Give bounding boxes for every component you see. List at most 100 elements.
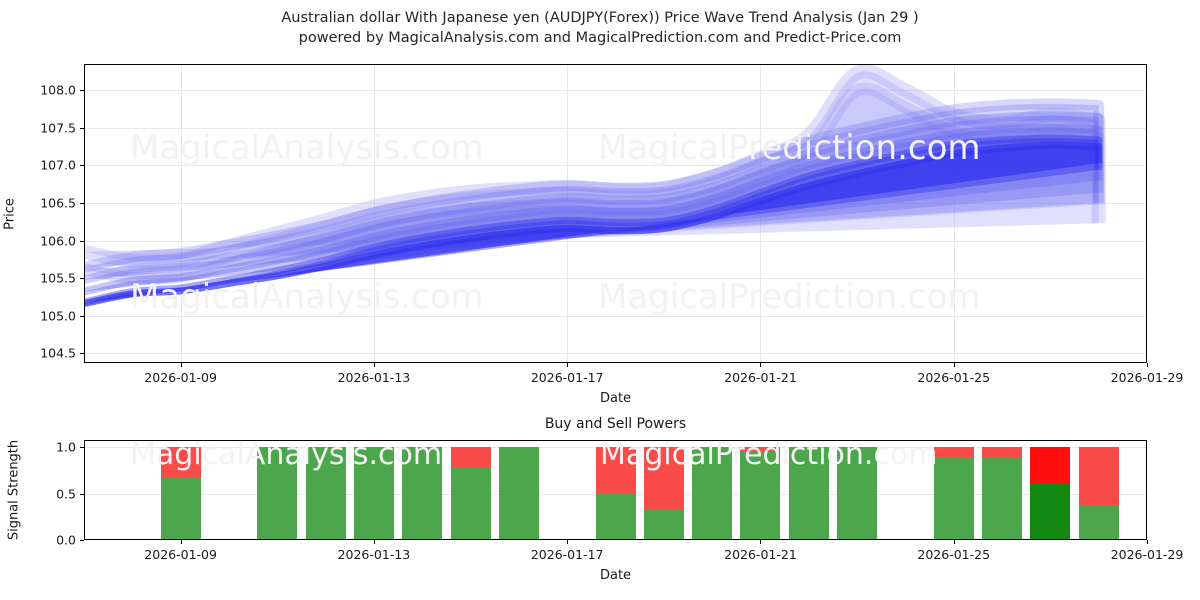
bars-xtick-label: 2026-01-25 xyxy=(917,547,991,562)
bars-ytick-mark xyxy=(80,493,84,495)
price-xtick-label: 2026-01-09 xyxy=(144,370,217,385)
price-ytick-mark xyxy=(80,353,84,355)
bars-xtick-mark xyxy=(760,540,762,544)
title-line-1: Australian dollar With Japanese yen (AUD… xyxy=(281,10,919,26)
bars-xtick-mark xyxy=(1147,540,1148,544)
price-ytick-label: 108.0 xyxy=(40,82,76,98)
buy-power-bar xyxy=(450,467,491,540)
price-wave-chart xyxy=(84,64,1147,363)
bars-xtick-label: 2026-01-29 xyxy=(1110,547,1184,562)
sell-power-bar xyxy=(160,447,201,478)
price-gridline xyxy=(84,315,1147,317)
buy-power-bar xyxy=(498,447,539,540)
buy-power-bar xyxy=(160,477,201,540)
price-vgridline xyxy=(567,64,569,363)
price-ytick-label: 107.5 xyxy=(40,120,76,136)
price-yaxis-title: Price xyxy=(2,197,18,230)
price-ytick-mark xyxy=(80,315,84,317)
price-ytick-mark xyxy=(80,90,84,92)
price-ytick-mark xyxy=(80,127,84,129)
buy-sell-powers-chart xyxy=(84,440,1147,540)
buy-power-bar xyxy=(933,456,974,540)
bars-xtick-mark xyxy=(373,540,375,544)
buy-power-bar xyxy=(643,509,684,540)
title-line-2: powered by MagicalAnalysis.com and Magic… xyxy=(298,30,902,46)
bars-xtick-label: 2026-01-13 xyxy=(337,547,411,562)
bars-ytick-mark xyxy=(80,447,84,449)
price-gridline xyxy=(84,353,1147,355)
sell-power-bar xyxy=(643,447,684,510)
price-ytick-mark xyxy=(80,202,84,204)
price-ytick-label: 104.5 xyxy=(40,345,76,361)
buy-power-bar xyxy=(692,447,733,540)
price-wave-bands xyxy=(84,64,1106,308)
bars-plot-area xyxy=(84,440,1147,540)
price-gridline xyxy=(84,278,1147,280)
sell-power-bar xyxy=(982,447,1023,457)
wave-band-outer-1 xyxy=(84,64,1106,269)
price-xtick-mark xyxy=(1147,363,1148,367)
price-ytick-label: 107.0 xyxy=(40,157,76,173)
price-plot-area xyxy=(84,64,1147,363)
price-vgridline xyxy=(373,64,375,363)
price-ytick-label: 105.5 xyxy=(40,270,76,286)
buy-power-bar xyxy=(1078,504,1119,540)
sell-power-bar xyxy=(595,447,636,494)
price-xtick-label: 2026-01-21 xyxy=(724,370,797,385)
price-xtick-mark xyxy=(373,363,375,367)
buy-power-bar xyxy=(982,456,1023,540)
price-xtick-label: 2026-01-13 xyxy=(337,370,411,385)
price-xtick-mark xyxy=(953,363,955,367)
bars-xtick-mark xyxy=(953,540,955,544)
bars-ytick-label: 0.5 xyxy=(56,486,76,502)
wave-band-mid-2 xyxy=(84,111,1104,285)
price-xtick-label: 2026-01-25 xyxy=(917,370,991,385)
sell-power-bar xyxy=(740,447,781,453)
sell-power-bar xyxy=(1078,447,1119,505)
price-ytick-label: 106.0 xyxy=(40,233,76,249)
bars-subplot-title: Buy and Sell Powers xyxy=(544,416,687,432)
price-gridline xyxy=(84,165,1147,167)
bars-xtick-label: 2026-01-09 xyxy=(144,547,217,562)
buy-power-bar xyxy=(305,447,346,540)
price-xtick-mark xyxy=(567,363,569,367)
wave-band-outer-2 xyxy=(84,82,1105,285)
buy-power-bar xyxy=(402,447,443,540)
bars-ytick-label: 0.0 xyxy=(56,532,76,548)
sell-power-bar xyxy=(1030,447,1071,485)
buy-power-bar xyxy=(1030,484,1071,540)
page-title: Australian dollar With Japanese yen (AUD… xyxy=(0,8,1200,48)
wave-band-inner-1 xyxy=(84,123,1103,296)
buy-power-bar xyxy=(257,447,298,540)
wave-core-median xyxy=(84,141,1103,308)
price-ytick-mark xyxy=(80,165,84,167)
price-gridline xyxy=(84,90,1147,92)
bars-xaxis-title: Date xyxy=(599,568,632,583)
price-gridline xyxy=(84,202,1147,204)
price-ytick-mark xyxy=(80,240,84,242)
buy-power-bar xyxy=(788,447,829,540)
price-xtick-label: 2026-01-29 xyxy=(1110,370,1184,385)
bars-xtick-label: 2026-01-21 xyxy=(724,547,797,562)
sell-power-bar xyxy=(933,447,974,457)
price-ytick-mark xyxy=(80,278,84,280)
bars-ytick-label: 1.0 xyxy=(56,439,76,455)
bars-yaxis-title: Signal Strength xyxy=(6,439,22,541)
price-vgridline xyxy=(180,64,182,363)
bars-xtick-mark xyxy=(180,540,182,544)
sell-power-bar xyxy=(450,447,491,468)
price-vgridline xyxy=(953,64,955,363)
wave-band-mid-1 xyxy=(84,98,1105,273)
bars-ytick-mark xyxy=(80,540,84,541)
buy-power-bar xyxy=(837,447,878,540)
bars-xtick-mark xyxy=(567,540,569,544)
price-ytick-label: 106.5 xyxy=(40,195,76,211)
price-vgridline xyxy=(760,64,762,363)
price-ytick-label: 105.0 xyxy=(40,308,76,324)
buy-power-bar xyxy=(740,452,781,540)
buy-power-bar xyxy=(595,493,636,540)
bars-xtick-label: 2026-01-17 xyxy=(530,547,604,562)
buy-power-bar xyxy=(353,447,394,540)
price-xtick-label: 2026-01-17 xyxy=(530,370,604,385)
